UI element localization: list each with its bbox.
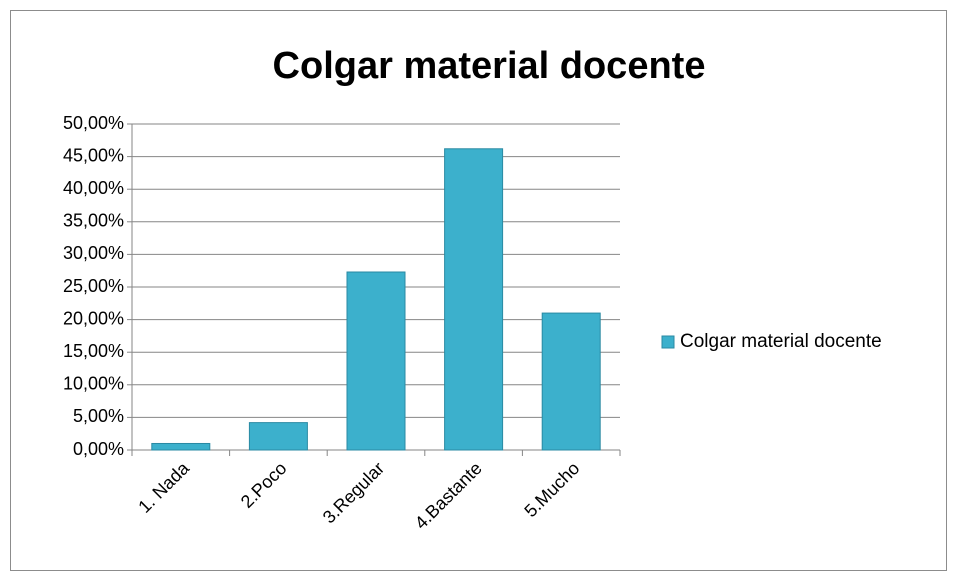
y-tick-label: 15,00% xyxy=(63,341,124,361)
y-tick-label: 35,00% xyxy=(63,211,124,231)
legend-marker xyxy=(661,335,675,349)
y-tick-label: 30,00% xyxy=(63,243,124,263)
bar xyxy=(541,312,601,451)
bar xyxy=(346,271,406,451)
chart-title: Colgar material docente xyxy=(273,45,706,87)
y-tick-label: 45,00% xyxy=(63,145,124,165)
y-tick-label: 10,00% xyxy=(63,374,124,394)
y-tick-label: 5,00% xyxy=(73,406,124,426)
bar xyxy=(248,422,308,451)
y-tick-label: 50,00% xyxy=(63,113,124,133)
y-tick-label: 0,00% xyxy=(73,439,124,459)
y-tick-label: 40,00% xyxy=(63,178,124,198)
bar xyxy=(151,442,211,451)
y-tick-label: 20,00% xyxy=(63,308,124,328)
y-tick-label: 25,00% xyxy=(63,276,124,296)
legend-label: Colgar material docente xyxy=(680,331,882,352)
bar xyxy=(444,148,504,451)
